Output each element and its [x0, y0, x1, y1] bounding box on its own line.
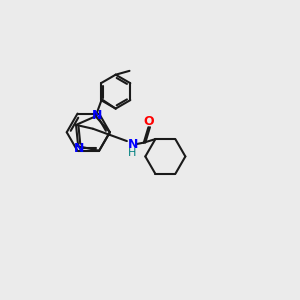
Text: N: N	[74, 142, 84, 155]
Text: N: N	[128, 138, 138, 152]
Text: H: H	[128, 148, 136, 158]
Text: N: N	[92, 109, 102, 122]
Text: O: O	[144, 115, 154, 128]
